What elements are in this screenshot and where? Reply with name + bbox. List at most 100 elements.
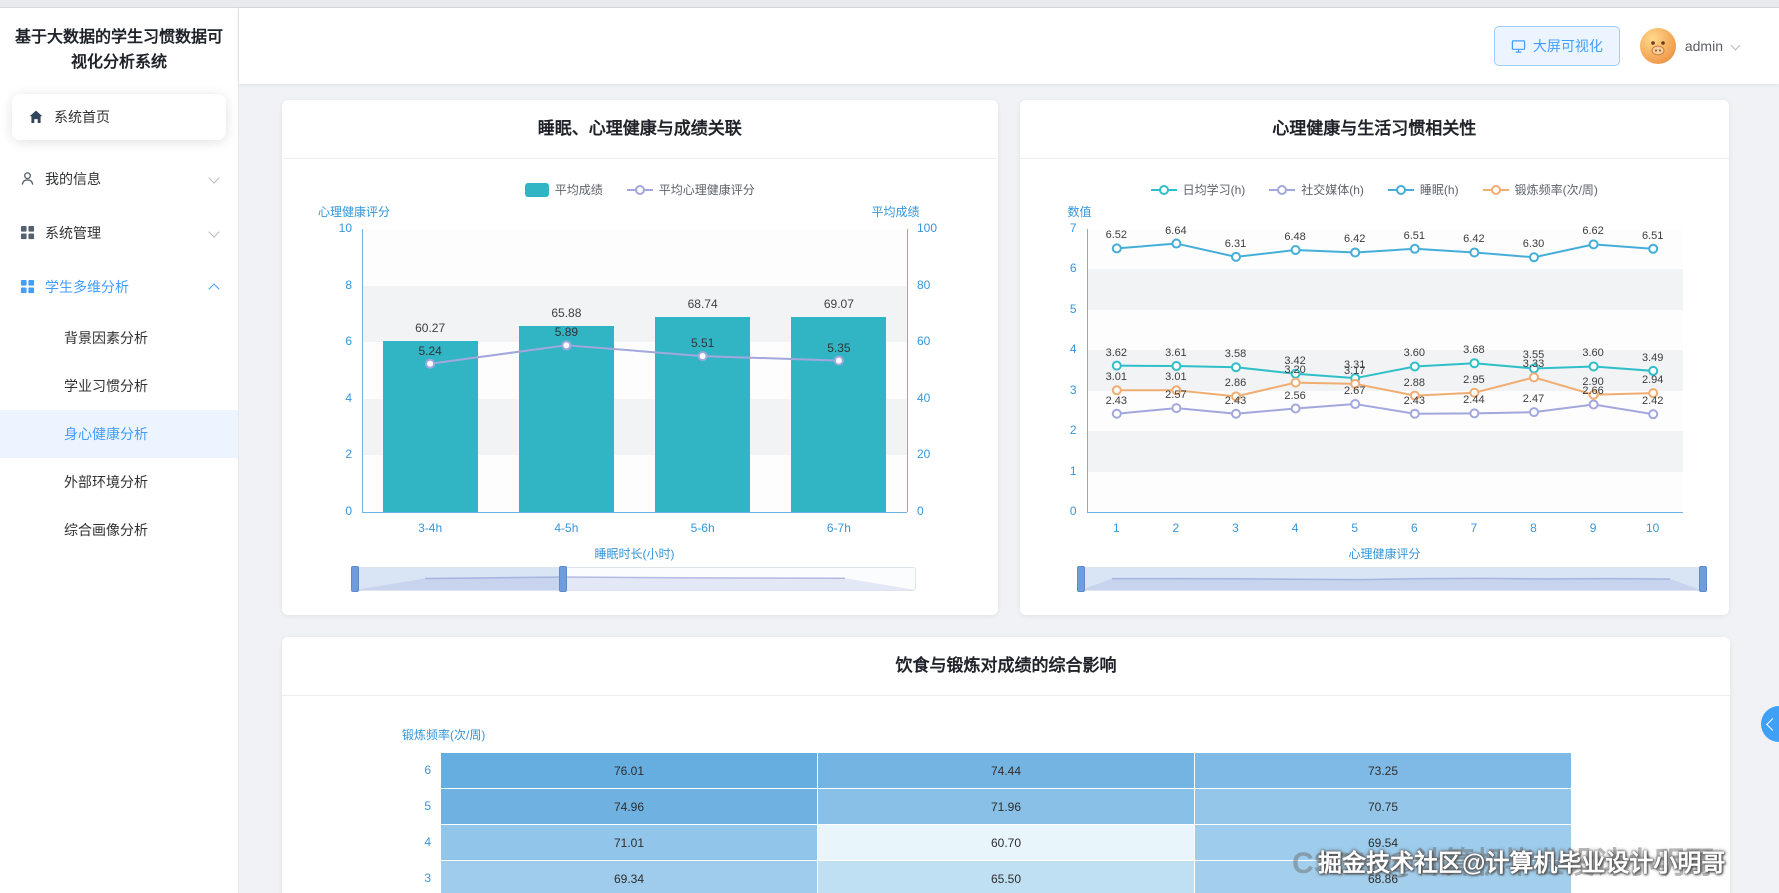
x-axis-line [1086,512,1683,513]
data-zoom-handle-right[interactable] [1698,566,1707,592]
sidebar-item-label: 我的信息 [45,170,101,187]
x-tick-label: 8 [1530,521,1537,535]
point-value-label: 3.49 [1641,351,1664,364]
chart-canvas-sleep-mental-grades: 平均成绩 平均心理健康评分 心理健康评分 平均成绩 0 2 4 6 8 10 0 20 40 60 80 10… [282,159,998,615]
line-point [1349,399,1360,410]
panel-toggle-button[interactable] [1761,706,1779,742]
line-point [1468,387,1479,398]
y-tick-label: 0 [1069,504,1077,518]
legend-label: 日均学习(h) [1182,183,1246,197]
sidebar-item-student-analysis[interactable]: 学生多维分析 [0,260,238,314]
data-zoom-shadow-line [1111,577,1670,581]
point-value-label: 2.47 [1522,393,1545,406]
legend-item[interactable]: 社交媒体(h) [1269,181,1364,198]
legend-circle [1395,184,1406,195]
point-value-label: 6.51 [1403,229,1425,242]
grid-band [1086,350,1683,391]
point-value-label: 6.48 [1284,231,1306,244]
line-series-layer [1111,238,1658,420]
legend-item[interactable]: 平均成绩 [524,181,603,198]
legend-item[interactable]: 睡眠(h) [1387,181,1459,198]
heatmap-cell[interactable]: 74.44 [818,753,1194,788]
y-tick-label-left: 2 [345,447,352,462]
legend-item[interactable]: 锻炼频率(次/周) [1482,181,1598,198]
sidebar-item-my-info[interactable]: 我的信息 [0,152,238,206]
legend-item[interactable]: 平均心理健康评分 [626,181,755,198]
bigscreen-label: 大屏可视化 [1532,38,1603,54]
heatmap-cell[interactable]: 73.25 [1195,753,1571,788]
y-tick-label: 2 [1069,423,1077,438]
sidebar-item-system-manage[interactable]: 系统管理 [0,206,238,260]
point-value-label: 2.42 [1641,395,1664,408]
heatmap-cell[interactable]: 69.54 [1195,825,1571,860]
line-point [1647,409,1658,420]
line-value-label: 5.35 [827,340,851,355]
line-point [1409,243,1420,254]
line-point [1528,252,1539,263]
heatmap-cell[interactable]: 74.96 [441,789,817,824]
chevron-down-icon [208,171,220,184]
data-zoom-slider[interactable] [1076,566,1707,592]
user-menu[interactable]: admin [1639,28,1741,64]
line-series-layer [425,340,844,369]
sidebar-subitem-label: 外部环境分析 [64,473,148,490]
sidebar-subitem-portrait[interactable]: 综合画像分析 [0,506,238,554]
heatmap-cell[interactable]: 70.75 [1195,789,1571,824]
data-zoom-slider[interactable] [351,566,916,592]
point-value-label: 2.86 [1224,377,1247,390]
heatmap-cell[interactable]: 76.01 [441,753,817,788]
point-value-label: 6.52 [1105,229,1127,242]
point-value-label: 3.01 [1105,371,1127,384]
bigscreen-button[interactable]: 大屏可视化 [1493,26,1620,66]
line-point [1290,403,1301,414]
line-point [1230,362,1241,373]
point-value-label: 2.67 [1343,385,1366,398]
legend-line-swatch [626,184,653,196]
grid-band [1086,269,1683,310]
point-value-label: 2.66 [1582,385,1604,398]
point-value-label: 2.90 [1582,375,1604,388]
data-zoom-handle-left[interactable] [1076,566,1085,592]
main-area: 大屏可视化 admin 睡眠、心理健康与成绩关联 平均成绩 平均心理健康评分 心理健… [239,8,1779,893]
heatmap-cell[interactable]: 68.86 [1195,861,1571,893]
bar [791,316,887,512]
point-value-label: 2.44 [1463,394,1485,407]
avatar [1639,28,1676,64]
point-value-label: 3.58 [1224,348,1247,361]
heatmap-cell[interactable]: 60.70 [818,825,1194,860]
chart-legend: 平均成绩 平均心理健康评分 [282,181,998,198]
data-zoom-filler[interactable] [355,568,563,590]
sidebar-subitem-label: 身心健康分析 [64,425,148,442]
content: 睡眠、心理健康与成绩关联 平均成绩 平均心理健康评分 心理健康评分 平均成绩 0 2 4 6 8… [239,84,1779,893]
sidebar-subitem-study-habit[interactable]: 学业习惯分析 [0,362,238,410]
y-axis-line-right [907,229,908,512]
y-tick-label: 3 [1069,382,1077,397]
data-zoom-filler[interactable] [1080,568,1703,590]
sidebar-subitem-health[interactable]: 身心健康分析 [0,409,238,458]
heatmap-cell[interactable]: 71.96 [818,789,1194,824]
x-tick-label: 2 [1172,521,1180,535]
x-axis-line [362,512,907,513]
data-zoom-handle-right[interactable] [558,566,567,592]
line-point [1647,388,1658,399]
legend-item[interactable]: 日均学习(h) [1150,181,1246,198]
heatmap-cell[interactable]: 71.01 [441,825,817,860]
heatmap-cell[interactable]: 69.34 [441,861,817,893]
username: admin [1684,38,1723,54]
line-path [1116,362,1653,380]
y-tick-label: 3 [424,871,431,885]
x-tick-label: 3 [1232,521,1239,535]
sidebar-subitem-background[interactable]: 背景因素分析 [0,314,238,362]
sidebar-item-home[interactable]: 系统首页 [12,93,226,140]
line-point [425,358,436,369]
sidebar-item-label: 系统管理 [45,224,101,241]
point-value-label: 6.62 [1582,225,1604,238]
data-zoom-handle-left[interactable] [351,566,359,592]
sidebar-subitem-environment[interactable]: 外部环境分析 [0,458,238,506]
sidebar: 基于大数据的学生习惯数据可视化分析系统 系统首页 我的信息 系统管理 学生多维分… [0,8,239,893]
line-point [1290,245,1301,256]
sidebar-item-label: 系统首页 [54,108,110,125]
heatmap-cell[interactable]: 65.50 [818,861,1194,893]
x-axis-name: 睡眠时长(小时) [594,547,675,561]
sidebar-subitem-label: 综合画像分析 [64,521,148,538]
